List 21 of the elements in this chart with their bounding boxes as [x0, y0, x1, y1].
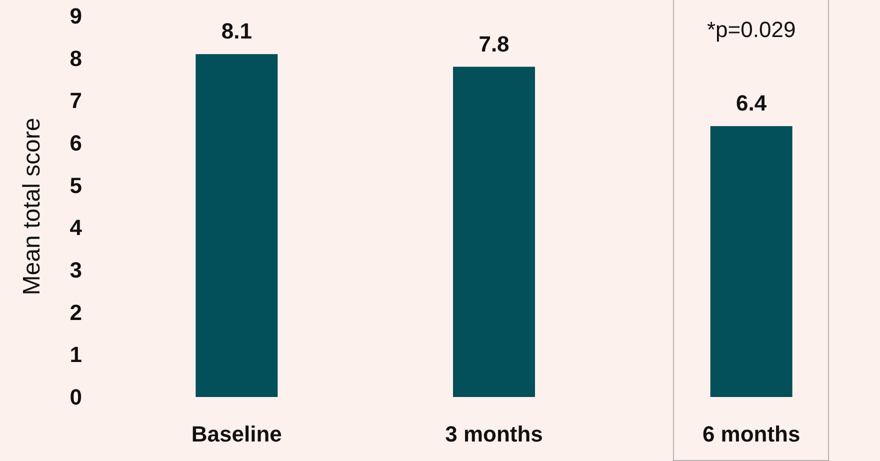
- annotation: *p=0.029: [706, 16, 796, 42]
- y-tick-label: 0: [70, 384, 82, 410]
- x-tick-label: 6 months: [702, 422, 800, 446]
- data-label: 6.4: [736, 90, 768, 116]
- bar: [196, 54, 278, 397]
- y-tick-label: 7: [70, 88, 82, 114]
- y-tick-label: 3: [70, 258, 82, 282]
- bar: [710, 126, 792, 397]
- bar: [453, 66, 535, 397]
- y-tick-label: 1: [70, 342, 82, 368]
- y-tick-label: 6: [70, 130, 82, 156]
- data-label: 8.1: [221, 18, 252, 44]
- y-axis-title: Mean total score: [18, 118, 46, 296]
- y-tick-label: 8: [70, 46, 82, 71]
- data-label: 7.8: [478, 31, 510, 56]
- x-tick-label: 3 months: [445, 422, 543, 446]
- y-tick-label: 2: [70, 300, 82, 325]
- y-tick-label: 4: [70, 215, 83, 240]
- y-tick-label: 5: [70, 172, 82, 198]
- x-tick-label: Baseline: [191, 422, 282, 446]
- y-tick-label: 9: [70, 4, 82, 28]
